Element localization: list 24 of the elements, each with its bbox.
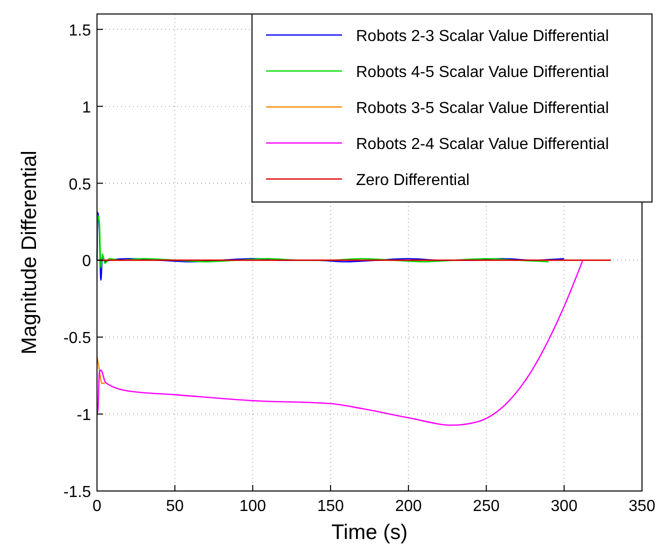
x-tick-label: 50 bbox=[166, 498, 184, 515]
y-tick-label: -1.5 bbox=[63, 484, 92, 501]
y-tick-label: -0.5 bbox=[63, 330, 92, 348]
x-axis-title: Time (s) bbox=[331, 521, 408, 544]
y-tick-label: 0 bbox=[82, 253, 92, 270]
y-tick-label: -1 bbox=[76, 407, 92, 424]
legend-label: Robots 2-4 Scalar Value Differential bbox=[356, 136, 609, 153]
line-series bbox=[96, 356, 106, 384]
legend-label: Robots 4-5 Scalar Value Differential bbox=[356, 64, 609, 81]
y-tick-label: 0.5 bbox=[68, 176, 92, 194]
legend-label: Robots 3-5 Scalar Value Differential bbox=[356, 100, 609, 117]
x-tick-label: 0 bbox=[92, 498, 102, 515]
x-tick-label: 150 bbox=[317, 498, 344, 515]
y-tick-label: 1 bbox=[82, 99, 92, 116]
legend-label: Zero Differential bbox=[356, 172, 470, 189]
line-series bbox=[96, 260, 584, 426]
x-tick-label: 300 bbox=[550, 498, 578, 515]
x-tick-label: 250 bbox=[472, 498, 500, 515]
x-tick-label: 350 bbox=[628, 498, 656, 515]
x-tick-label: 100 bbox=[239, 498, 266, 515]
legend-label: Robots 2-3 Scalar Value Differential bbox=[356, 28, 609, 45]
x-tick-label: 200 bbox=[395, 498, 422, 515]
y-tick-label: 1.5 bbox=[68, 22, 92, 40]
y-axis-title: Magnitude Differential bbox=[18, 150, 41, 354]
